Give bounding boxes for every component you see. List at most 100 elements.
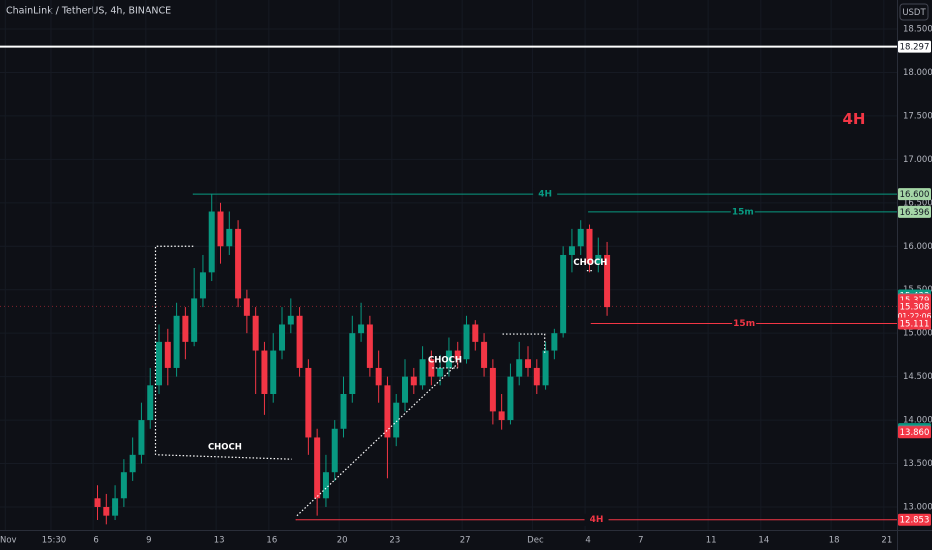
candle-body xyxy=(454,350,461,360)
x-tick-label: 20 xyxy=(337,536,348,546)
candle-body xyxy=(199,272,206,299)
candle-body xyxy=(129,454,136,473)
x-tick-label: 21 xyxy=(881,536,892,546)
price-tag xyxy=(898,513,931,526)
candle-body xyxy=(270,350,277,395)
candle-body xyxy=(279,324,286,351)
level-label: 4H xyxy=(538,190,552,200)
level-label-bg xyxy=(732,317,757,330)
candle-body xyxy=(481,341,488,368)
y-tick-label: 14.000 xyxy=(903,416,932,426)
x-tick-label: 23 xyxy=(389,536,400,546)
candle-body xyxy=(375,367,382,386)
price-tag-label: 15.308 xyxy=(900,302,930,312)
candle-body xyxy=(208,211,215,273)
candle-body xyxy=(358,324,365,334)
candle-body xyxy=(156,341,163,386)
price-tag xyxy=(898,40,931,53)
candle-body xyxy=(235,228,242,299)
level-label-bg xyxy=(584,513,609,526)
y-tick-label: 18.500 xyxy=(903,25,932,35)
candle-body xyxy=(568,246,575,255)
x-tick-label: 7 xyxy=(638,536,643,546)
x-tick-label: 14 xyxy=(758,536,769,546)
x-tick-label: Dec xyxy=(527,536,544,546)
y-tick-label: 16.000 xyxy=(903,242,932,252)
candle-body xyxy=(463,324,470,360)
structure-label: CHOCH xyxy=(573,258,607,268)
y-tick-label: 18.000 xyxy=(903,68,932,78)
structure-line xyxy=(158,454,292,460)
price-tag-countdown: 01:22:06 xyxy=(898,312,932,321)
price-tag-label: 13.860 xyxy=(900,428,930,438)
candle-body xyxy=(164,341,171,368)
candle-body xyxy=(586,228,593,264)
candle-body xyxy=(340,394,347,429)
level-label: 15m xyxy=(732,207,754,217)
candle-body xyxy=(226,228,233,247)
candle-body xyxy=(94,498,101,507)
x-tick-label: 4 xyxy=(585,536,590,546)
candle-body xyxy=(419,359,426,386)
candle-body xyxy=(366,324,373,368)
candle-body xyxy=(542,350,549,386)
candle-body xyxy=(498,411,505,421)
price-tag xyxy=(898,188,931,201)
candle-body xyxy=(182,315,189,342)
x-tick-label: 6 xyxy=(93,536,98,546)
candle-body xyxy=(472,324,479,342)
candle-body xyxy=(533,367,540,386)
price-tag xyxy=(898,300,931,323)
candle-body xyxy=(314,437,321,499)
x-tick-label: 13 xyxy=(214,536,225,546)
price-tag xyxy=(898,317,931,330)
x-tick-label: 9 xyxy=(146,536,151,546)
level-label-bg xyxy=(730,205,755,218)
candle-body xyxy=(445,350,452,368)
candle-body xyxy=(595,254,602,264)
price-tag xyxy=(898,205,931,218)
candle-body xyxy=(217,211,224,247)
candle-body xyxy=(428,359,435,377)
currency[interactable]: USDT xyxy=(902,8,926,18)
candle-body xyxy=(296,315,303,368)
candle-body xyxy=(384,385,391,438)
candle-body xyxy=(261,350,268,395)
candle-body xyxy=(489,367,496,412)
price-tag-label: 16.600 xyxy=(900,190,930,200)
price-tag-label: 16.396 xyxy=(900,208,930,218)
candle-body xyxy=(560,254,567,334)
price-tag-label: 15.111 xyxy=(900,320,930,330)
y-tick-label: 13.500 xyxy=(903,459,932,469)
x-tick-label: 18 xyxy=(829,536,840,546)
x-tick-label: 11 xyxy=(706,536,717,546)
candle-body xyxy=(252,315,259,351)
candle-body xyxy=(138,420,145,455)
price-tag xyxy=(898,426,931,439)
price-tag-label: 18.297 xyxy=(900,43,930,53)
candle-body xyxy=(410,376,417,386)
candle-body xyxy=(349,333,356,395)
candle-body xyxy=(173,315,180,368)
candle-body xyxy=(507,376,514,421)
x-tick-label: Nov xyxy=(0,536,17,546)
candle-body xyxy=(393,402,400,438)
price-tag-label: 12.853 xyxy=(900,516,930,526)
y-tick-label: 14.500 xyxy=(903,372,932,382)
candle-body xyxy=(112,498,119,516)
structure-line xyxy=(502,333,546,355)
level-label-bg xyxy=(533,188,558,201)
structure-label: CHOCH xyxy=(208,442,242,452)
chart-title: ChainLink / TetherUS, 4h, BINANCE xyxy=(6,6,171,17)
y-tick-label: 13.000 xyxy=(903,502,932,512)
currency-box[interactable] xyxy=(899,3,929,21)
candle-body xyxy=(331,428,338,473)
candle-body xyxy=(516,359,523,377)
annotation: 4H xyxy=(842,110,865,128)
candle-body xyxy=(191,298,198,342)
candle-body xyxy=(103,506,110,516)
y-tick-label: 15.000 xyxy=(903,329,932,339)
candle-body xyxy=(243,298,250,316)
